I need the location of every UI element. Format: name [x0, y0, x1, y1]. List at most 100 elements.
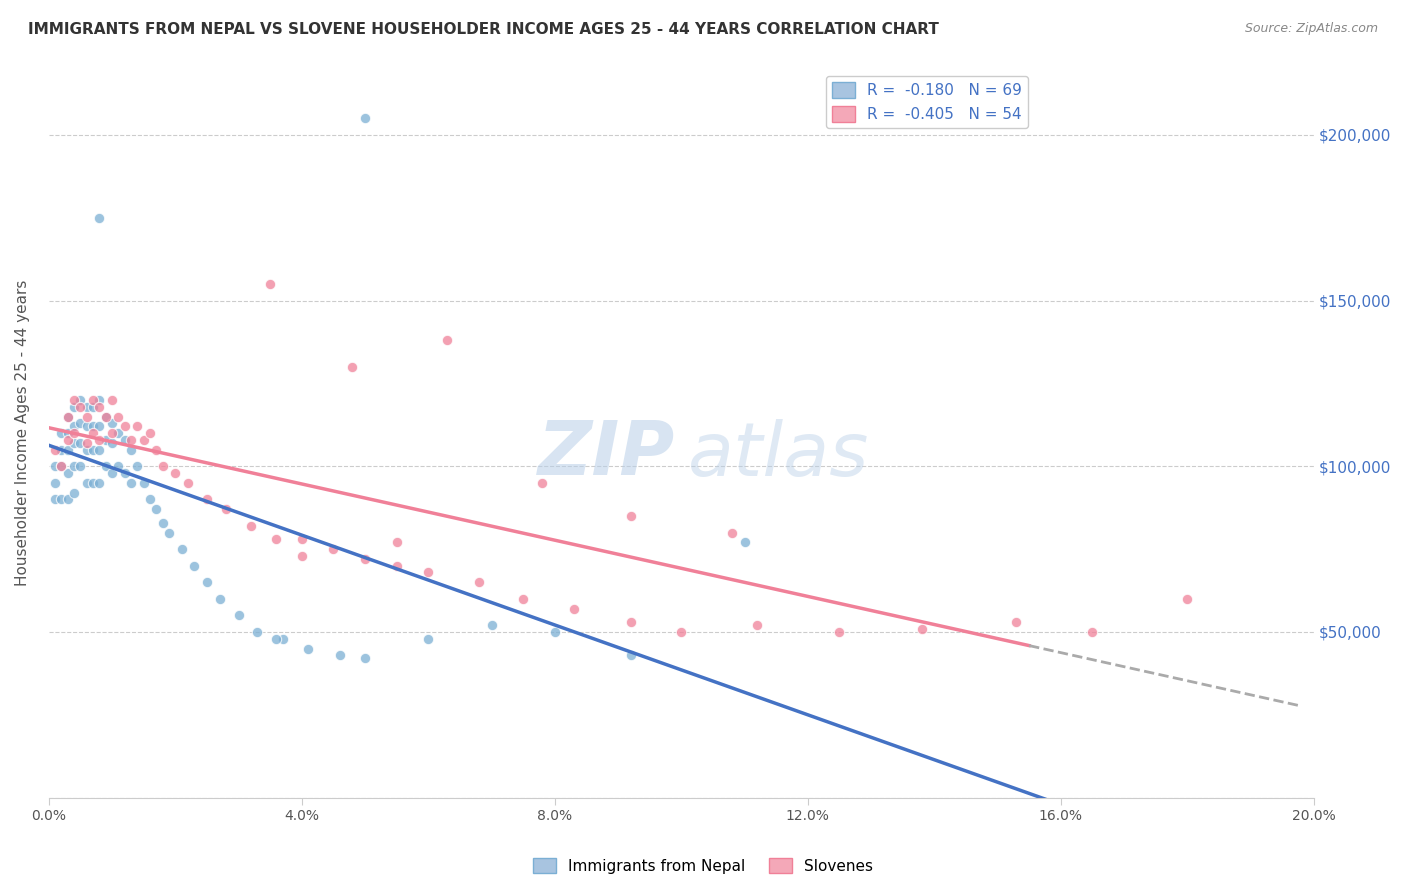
Point: [94, 409, 117, 424]
Point: [114, 466, 136, 480]
Point: [63, 426, 86, 441]
Point: [322, 542, 344, 557]
Point: [120, 475, 142, 490]
Point: [342, 359, 364, 374]
Point: [51, 492, 73, 507]
Point: [89, 211, 111, 225]
Point: [259, 277, 281, 291]
Point: [69, 436, 91, 450]
Point: [152, 516, 174, 530]
Point: [63, 485, 86, 500]
Text: ZIP: ZIP: [537, 418, 675, 491]
Point: [89, 433, 111, 447]
Point: [721, 525, 744, 540]
Point: [82, 426, 104, 441]
Point: [51, 459, 73, 474]
Point: [266, 532, 288, 546]
Point: [165, 466, 187, 480]
Point: [76, 436, 98, 450]
Point: [120, 442, 142, 457]
Point: [512, 591, 534, 606]
Point: [69, 459, 91, 474]
Point: [101, 426, 124, 441]
Point: [747, 618, 769, 632]
Point: [63, 400, 86, 414]
Point: [195, 575, 218, 590]
Point: [76, 419, 98, 434]
Point: [170, 542, 193, 557]
Point: [139, 426, 162, 441]
Text: Source: ZipAtlas.com: Source: ZipAtlas.com: [1244, 22, 1378, 36]
Point: [94, 409, 117, 424]
Point: [1005, 615, 1028, 629]
Point: [1081, 624, 1104, 639]
Point: [120, 433, 142, 447]
Point: [531, 475, 554, 490]
Point: [76, 475, 98, 490]
Point: [56, 442, 79, 457]
Point: [385, 558, 408, 573]
Point: [734, 535, 756, 549]
Point: [152, 459, 174, 474]
Point: [385, 535, 408, 549]
Point: [44, 492, 66, 507]
Point: [620, 648, 643, 662]
Point: [354, 552, 377, 566]
Point: [266, 632, 288, 646]
Point: [297, 641, 319, 656]
Point: [89, 400, 111, 414]
Point: [107, 409, 129, 424]
Point: [94, 433, 117, 447]
Point: [240, 519, 263, 533]
Point: [51, 426, 73, 441]
Point: [291, 532, 314, 546]
Point: [44, 442, 66, 457]
Point: [76, 409, 98, 424]
Point: [183, 558, 205, 573]
Point: [157, 525, 180, 540]
Point: [114, 419, 136, 434]
Point: [82, 392, 104, 407]
Legend: Immigrants from Nepal, Slovenes: Immigrants from Nepal, Slovenes: [527, 852, 879, 880]
Point: [56, 409, 79, 424]
Point: [114, 433, 136, 447]
Point: [291, 549, 314, 563]
Point: [44, 459, 66, 474]
Point: [101, 416, 124, 430]
Point: [562, 601, 585, 615]
Point: [56, 466, 79, 480]
Point: [195, 492, 218, 507]
Point: [127, 459, 149, 474]
Point: [76, 400, 98, 414]
Point: [177, 475, 200, 490]
Point: [418, 566, 440, 580]
Point: [132, 475, 155, 490]
Point: [1175, 591, 1198, 606]
Point: [63, 436, 86, 450]
Point: [63, 419, 86, 434]
Legend: R =  -0.180   N = 69, R =  -0.405   N = 54: R = -0.180 N = 69, R = -0.405 N = 54: [825, 76, 1028, 128]
Point: [82, 400, 104, 414]
Point: [56, 409, 79, 424]
Point: [271, 632, 294, 646]
Point: [94, 459, 117, 474]
Point: [107, 426, 129, 441]
Point: [82, 475, 104, 490]
Text: IMMIGRANTS FROM NEPAL VS SLOVENE HOUSEHOLDER INCOME AGES 25 - 44 YEARS CORRELATI: IMMIGRANTS FROM NEPAL VS SLOVENE HOUSEHO…: [28, 22, 939, 37]
Point: [51, 442, 73, 457]
Point: [481, 618, 503, 632]
Point: [354, 112, 377, 126]
Point: [544, 624, 567, 639]
Point: [246, 624, 269, 639]
Point: [69, 400, 91, 414]
Point: [208, 591, 231, 606]
Point: [56, 492, 79, 507]
Point: [82, 442, 104, 457]
Point: [51, 459, 73, 474]
Point: [354, 651, 377, 665]
Point: [101, 436, 124, 450]
Point: [89, 392, 111, 407]
Text: atlas: atlas: [688, 419, 869, 491]
Point: [671, 624, 693, 639]
Point: [910, 622, 932, 636]
